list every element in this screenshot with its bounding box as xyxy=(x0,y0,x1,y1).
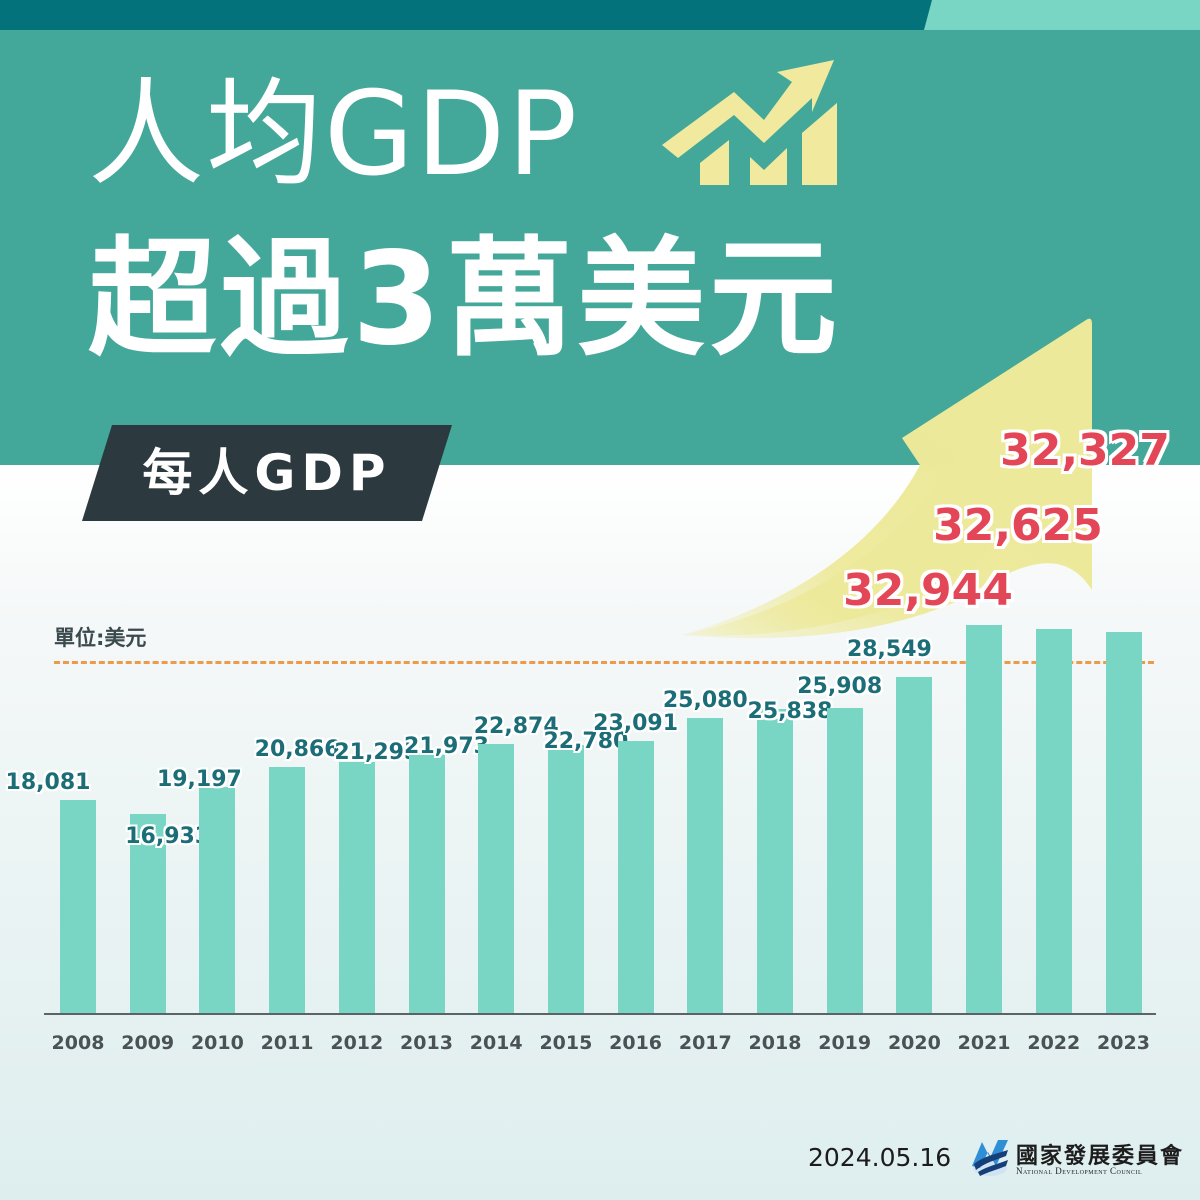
bar-2020 xyxy=(896,676,933,1013)
reference-line-30000 xyxy=(54,661,1154,664)
value-label-2011: 20,866 xyxy=(254,737,340,763)
x-tick-2016: 2016 xyxy=(609,1032,663,1054)
tag-label: 每人GDP xyxy=(142,444,392,502)
bar-2013 xyxy=(408,754,445,1013)
value-label-2013: 21,973 xyxy=(404,734,489,760)
bar-2023 xyxy=(1105,632,1142,1013)
bar-2008 xyxy=(60,800,96,1013)
x-tick-2018: 2018 xyxy=(748,1032,802,1054)
ndc-logo-icon xyxy=(972,1140,1008,1176)
x-tick-2011: 2011 xyxy=(260,1032,314,1054)
bar-2019 xyxy=(826,707,863,1013)
x-tick-2019: 2019 xyxy=(818,1032,872,1054)
bar-2021 xyxy=(966,625,1003,1013)
value-label-2008: 18,081 xyxy=(5,770,91,796)
value-label-2012: 21,295 xyxy=(334,740,420,766)
x-tick-2023: 2023 xyxy=(1097,1032,1150,1054)
growth-arrow-icon xyxy=(682,318,1092,639)
gdp-per-capita-tag: 每人GDP xyxy=(82,425,452,521)
bar-2011 xyxy=(269,767,306,1013)
value-label-2009: 16,933 xyxy=(125,823,211,849)
value-label-2017: 25,080 xyxy=(662,687,748,713)
x-tick-2009: 2009 xyxy=(121,1032,175,1054)
x-tick-2010: 2010 xyxy=(190,1032,244,1054)
trend-up-chart-icon xyxy=(662,60,837,185)
x-tick-2012: 2012 xyxy=(330,1032,384,1054)
x-tick-2017: 2017 xyxy=(678,1032,732,1054)
bar-2015 xyxy=(547,744,584,1013)
bar-2018 xyxy=(757,708,793,1013)
org-name-zh: 國家發展委員會 xyxy=(1016,1143,1185,1169)
bar-2022 xyxy=(1035,628,1072,1013)
bar-2009 xyxy=(129,813,166,1013)
x-tick-2022: 2022 xyxy=(1027,1032,1081,1054)
bar-2014 xyxy=(478,743,515,1013)
publish-date: 2024.05.16 xyxy=(808,1143,952,1172)
value-label-2010: 19,197 xyxy=(156,766,242,792)
x-tick-2013: 2013 xyxy=(400,1032,453,1054)
value-label-2022: 32,625 xyxy=(933,500,1103,551)
value-label-2014: 22,874 xyxy=(473,713,559,739)
value-label-2018: 25,838 xyxy=(747,698,833,724)
bar-2010 xyxy=(199,786,236,1013)
bar-2016 xyxy=(617,741,654,1013)
value-label-2023: 32,327 xyxy=(1000,425,1170,476)
value-label-2015: 22,780 xyxy=(543,728,629,754)
title-line-1: 人均GDP xyxy=(88,67,580,202)
org-name-en: National Development Council xyxy=(1016,1166,1143,1176)
bar-2017 xyxy=(687,717,724,1013)
title-line-2: 超過3萬美元 xyxy=(88,225,842,374)
value-label-2020: 28,549 xyxy=(846,636,932,662)
x-tick-2015: 2015 xyxy=(539,1032,593,1054)
x-tick-2020: 2020 xyxy=(887,1032,941,1054)
x-tick-2014: 2014 xyxy=(469,1032,523,1054)
tag-background xyxy=(82,425,452,521)
bar-2012 xyxy=(338,762,375,1013)
unit-label: 單位:美元 xyxy=(54,626,147,650)
x-tick-2021: 2021 xyxy=(957,1032,1011,1054)
value-label-2019: 25,908 xyxy=(797,673,883,699)
top-banner-accent xyxy=(924,0,1200,30)
value-label-2016: 23,091 xyxy=(593,711,679,737)
x-tick-2008: 2008 xyxy=(51,1032,105,1054)
value-label-2021: 32,944 xyxy=(843,565,1013,616)
x-axis-line xyxy=(44,1013,1156,1015)
